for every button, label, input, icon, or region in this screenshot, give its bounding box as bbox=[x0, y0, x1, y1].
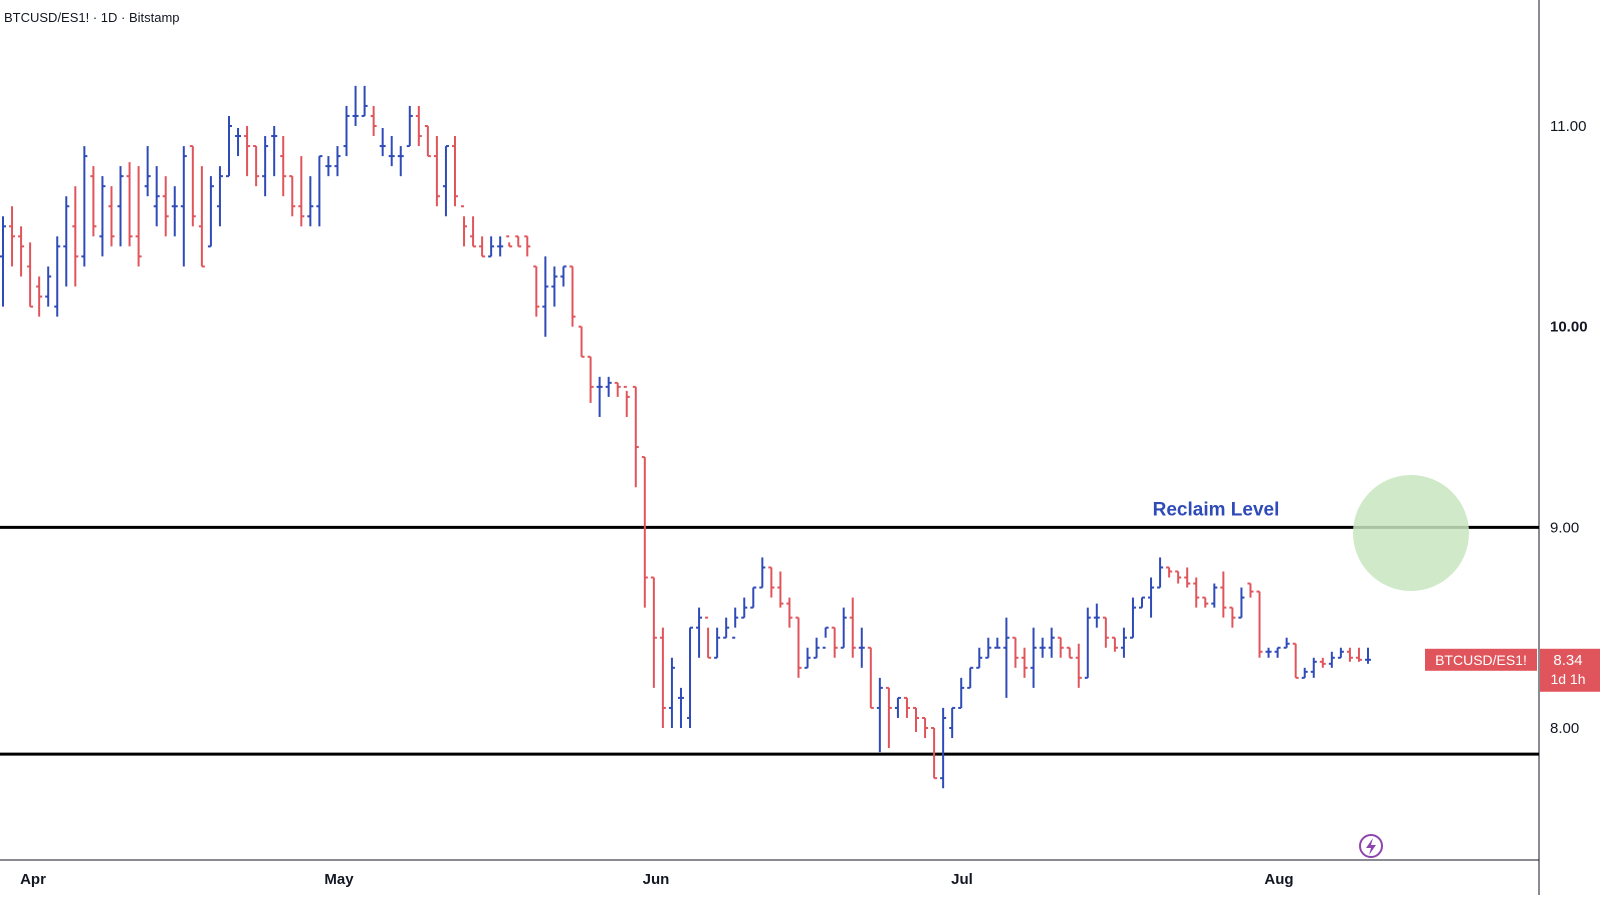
x-tick-label: May bbox=[324, 871, 354, 888]
target-circle bbox=[1353, 475, 1469, 591]
symbol-title[interactable]: BTCUSD/ES1! · 1D · Bitstamp bbox=[4, 10, 180, 25]
y-tick-label: 11.00 bbox=[1550, 118, 1586, 135]
price-badge-value: 8.34 bbox=[1553, 652, 1582, 669]
price-badge-countdown: 1d 1h bbox=[1550, 671, 1585, 687]
y-tick-label: 10.00 bbox=[1550, 319, 1588, 336]
symbol-badge-text: BTCUSD/ES1! bbox=[1435, 652, 1527, 668]
symbol-badge bbox=[1425, 648, 1537, 671]
lightning-bolt bbox=[1366, 838, 1376, 855]
x-tick-label: Jul bbox=[951, 871, 973, 888]
x-tick-label: Aug bbox=[1264, 871, 1293, 888]
reclaim-level-label: Reclaim Level bbox=[1153, 499, 1280, 520]
price-badge bbox=[1540, 648, 1600, 692]
y-tick-label: 9.00 bbox=[1550, 519, 1579, 536]
x-tick-label: Apr bbox=[20, 871, 46, 888]
y-tick-label: 8.00 bbox=[1550, 720, 1579, 737]
lightning-icon bbox=[1359, 834, 1383, 858]
x-tick-label: Jun bbox=[643, 871, 670, 888]
